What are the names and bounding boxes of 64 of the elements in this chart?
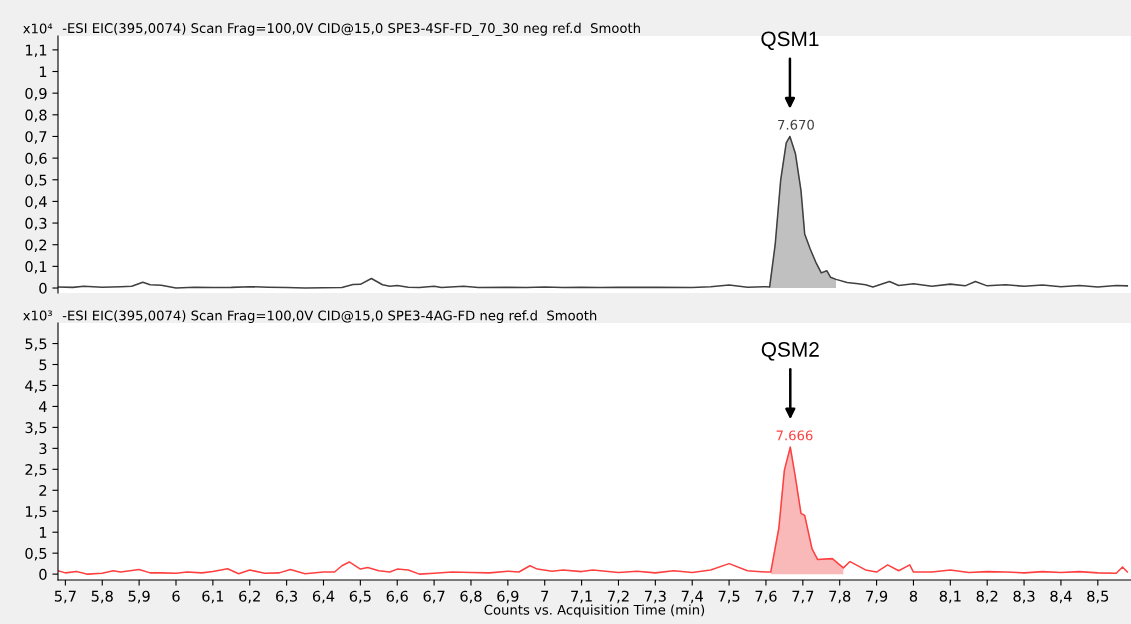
y-tick-label: 4,5 [25, 380, 47, 393]
x-tick-label: 8,2 [976, 590, 998, 604]
chart-title: -ESI EIC(395,0074) Scan Frag=100,0V CID@15,0 SPE3-4AG-FD neg ref.d Smooth [62, 310, 597, 323]
y-tick-label: 0,2 [25, 239, 47, 252]
y-tick-label: 3,5 [25, 422, 47, 435]
x-tick-label: 6,6 [386, 590, 408, 604]
y-tick-label: 0,5 [25, 174, 47, 187]
y-tick-label: 0 [39, 568, 47, 580]
y-tick-label: 0,4 [25, 196, 47, 209]
x-axis-title: Counts vs. Acquisition Time (min) [484, 604, 705, 618]
y-tick-label: 0,7 [25, 131, 47, 144]
x-tick-label: 6,4 [312, 590, 335, 604]
x-tick-label: 7,8 [829, 590, 851, 604]
x-tick-label: 7,9 [866, 590, 888, 604]
annotation: QSM1 [761, 31, 819, 50]
x-tick-label: 7,5 [718, 590, 740, 604]
x-tick-label: 6,5 [349, 590, 371, 604]
y-tick-label: 1,5 [25, 506, 47, 519]
x-tick-label: 6,1 [202, 590, 224, 604]
y-tick-label: 5 [39, 359, 47, 371]
y-tick-label: 3 [39, 443, 47, 455]
y-tick-label: 0,3 [25, 217, 47, 231]
y-tick-label: 2,5 [25, 464, 47, 477]
x-tick-label: 8,5 [1087, 590, 1109, 604]
y-tick-label: 1 [39, 527, 47, 538]
x-tick-label: 7,7 [792, 590, 814, 604]
x-tick-label: 6,3 [276, 590, 298, 604]
y-tick-label: 0,8 [25, 109, 47, 123]
y-tick-label: 0,9 [25, 87, 47, 101]
y-axis-title: x10³ [23, 310, 52, 321]
x-tick-label: 8,3 [1013, 590, 1035, 604]
x-tick-label: 7,6 [755, 590, 777, 604]
x-tick-label: 5,9 [128, 590, 150, 604]
x-tick-label: 6,9 [497, 590, 519, 604]
y-tick-label: 0,6 [25, 152, 47, 166]
y-tick-label: 1,1 [25, 44, 47, 58]
y-tick-label: 0,5 [25, 547, 47, 561]
y-tick-label: 0,1 [25, 261, 47, 274]
x-tick-label: 7,2 [608, 590, 629, 604]
x-tick-label: 5,8 [91, 590, 113, 604]
x-tick-label: 8,4 [1050, 590, 1072, 604]
y-tick-label: 5,5 [25, 338, 47, 351]
annotation: 7.670 [778, 119, 814, 130]
y-tick-label: 1 [39, 66, 47, 78]
x-tick-label: 6,7 [423, 590, 445, 604]
y-tick-label: 0 [39, 282, 47, 294]
x-tick-label: 8 [909, 590, 918, 602]
line-series [58, 446, 1129, 575]
y-tick-label: 2 [39, 485, 47, 496]
annotation: QSM2 [761, 342, 819, 361]
x-tick-label: 7,3 [644, 590, 666, 604]
x-tick-label: 7,1 [571, 590, 592, 604]
x-tick-label: 8,1 [939, 590, 961, 604]
x-tick-label: 6 [172, 590, 180, 602]
x-tick-label: 5,7 [54, 590, 76, 604]
x-tick-label: 7,4 [681, 590, 703, 604]
annotation: 7.666 [776, 430, 813, 441]
line-series [58, 135, 1129, 289]
y-tick-label: 4 [39, 401, 47, 412]
x-tick-label: 7 [541, 590, 549, 602]
x-tick-label: 6,8 [460, 590, 482, 604]
y-axis-title: x10⁴ [23, 23, 53, 34]
x-tick-label: 6,2 [239, 590, 260, 604]
chart-title: -ESI EIC(395,0074) Scan Frag=100,0V CID@15,0 SPE3-4SF-FD_70_30 neg ref.d Smooth [62, 22, 640, 36]
